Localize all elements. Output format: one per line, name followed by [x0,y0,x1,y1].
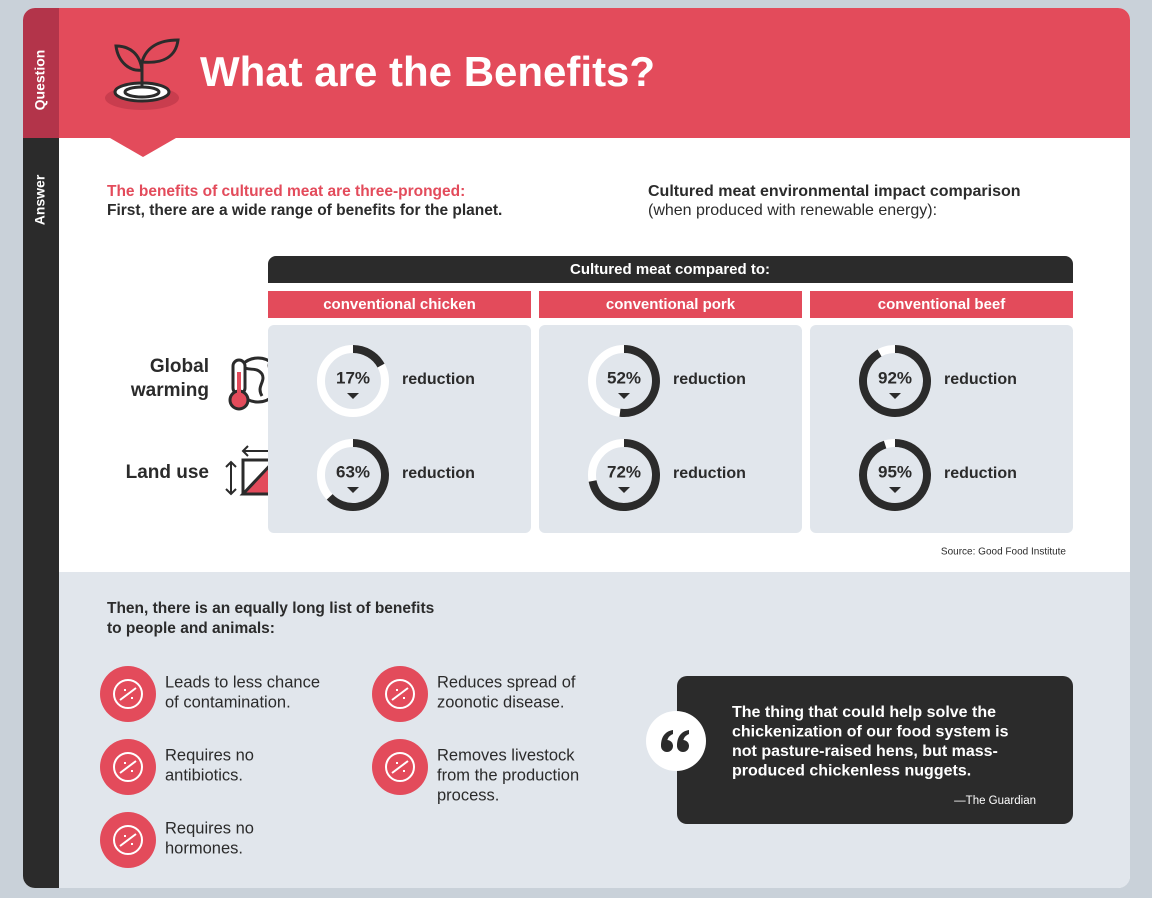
benefit-text: hormones. [165,839,243,857]
column-header-text: conventional beef [878,296,1007,313]
header [59,8,1130,138]
benefit-text: zoonotic disease. [437,693,565,711]
quote-text: produced chickenless nuggets. [732,763,971,780]
intro-highlight: The benefits of cultured meat are three-… [107,183,465,200]
benefit-text: from the production [437,766,579,784]
benefit-text: Removes livestock [437,746,575,764]
donut-arc [619,345,660,417]
benefit-text: process. [437,786,499,804]
donut-value: 63% [336,462,370,481]
donut-arc [859,439,931,511]
benefit-text: Requires no [165,746,254,764]
benefit-icon-ring [113,679,143,709]
benefit-icon-detail [119,687,137,701]
banner-text: Cultured meat compared to: [570,261,770,278]
donut-value: 95% [878,462,912,481]
column-header [268,291,531,318]
benefit-icon-detail [119,760,137,774]
unit-text: reduction [402,465,475,482]
down-arrow [618,393,630,399]
unit-text: reduction [402,371,475,388]
benefit-text: of contamination. [165,693,291,711]
donut-arc [326,439,389,511]
people-heading: Then, there is an equally long list of b… [107,600,434,617]
column-panel [810,325,1073,533]
donut-value: 72% [607,462,641,481]
unit-text: reduction [673,371,746,388]
benefit-text: Leads to less chance [165,673,320,691]
down-arrow [347,487,359,493]
benefit-icon-detail [391,760,409,774]
intro-text: First, there are a wide range of benefit… [107,202,502,219]
plant-icon [105,38,180,110]
down-arrow [347,393,359,399]
column-header-text: conventional pork [606,296,736,313]
quote-text: chickenization of our food system is [732,724,1009,741]
unit-text: reduction [673,465,746,482]
donut-arc [859,345,931,417]
quote-text: not pasture-raised hens, but mass- [732,743,998,760]
donut-value: 17% [336,368,370,387]
benefit-icon-ring [113,752,143,782]
benefit-text: Reduces spread of [437,673,576,691]
donut-value: 52% [607,368,641,387]
quote-badge [646,711,706,771]
quote-text: The thing that could help solve the [732,704,996,721]
comparison-subtitle: (when produced with renewable energy): [648,202,937,219]
column-header-text: conventional chicken [323,296,476,313]
column-panel [268,325,531,533]
banner [268,256,1073,283]
sidebar-label: Question [32,50,48,111]
sidebar-label: Answer [32,174,48,225]
column-header [810,291,1073,318]
row-label: Global [150,356,209,377]
quote-mark-icon [661,730,689,752]
donut-arc [352,345,385,368]
source: Source: Good Food Institute [941,547,1067,558]
column-panel [539,325,802,533]
down-arrow [618,487,630,493]
benefit-text: Requires no [165,819,254,837]
unit-text: reduction [944,465,1017,482]
column-header [539,291,802,318]
people-heading: to people and animals: [107,620,275,637]
comparison-title: Cultured meat environmental impact compa… [648,183,1021,200]
row-label: warming [130,380,209,401]
down-arrow [889,487,901,493]
sidebar-answer [23,138,59,888]
benefit-icon-detail [119,833,137,847]
header-pointer [110,138,176,157]
benefit-icon-ring [385,679,415,709]
benefit-icon-ring [385,752,415,782]
row-label: Land use [126,462,209,483]
down-arrow [889,393,901,399]
quote-attribution: —The Guardian [954,795,1036,807]
benefit-icon-ring [113,825,143,855]
benefit-icon-detail [391,687,409,701]
sidebar-question [23,8,59,138]
unit-text: reduction [944,371,1017,388]
benefit-text: antibiotics. [165,766,243,784]
donut-arc [588,439,660,511]
quote-box [677,676,1073,824]
donut-value: 92% [878,368,912,387]
title: What are the Benefits? [200,48,655,95]
